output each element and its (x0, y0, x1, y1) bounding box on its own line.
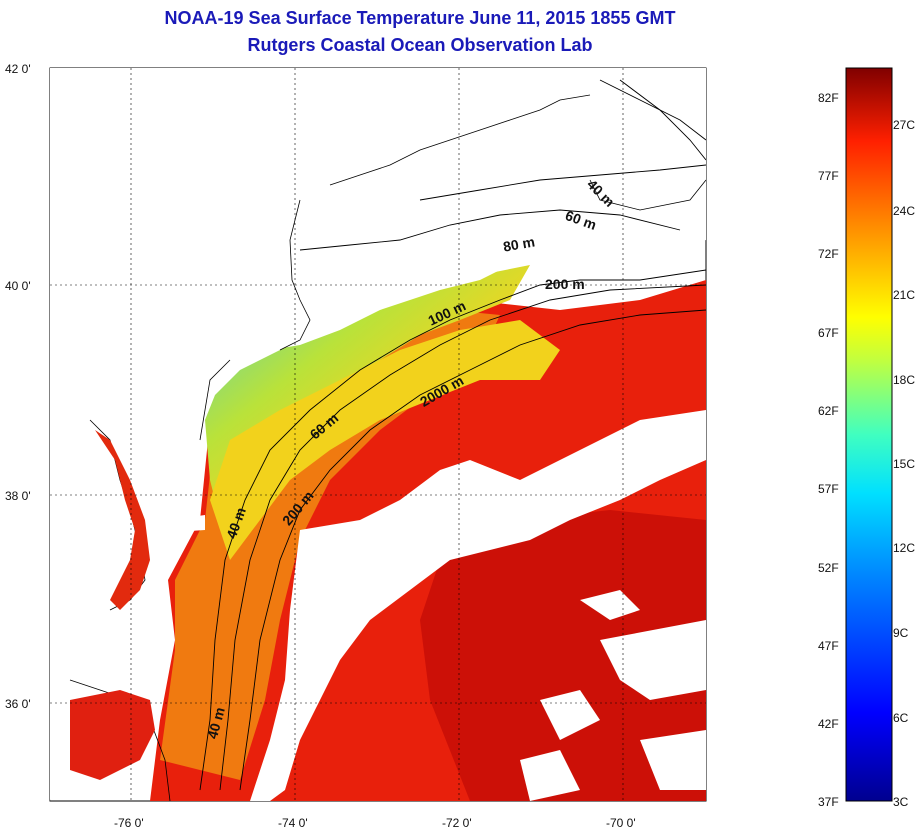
lat-label-38: 38 0' (5, 489, 31, 503)
colorbar-label-f: 72F (818, 247, 839, 261)
colorbar-label-f: 47F (818, 639, 839, 653)
colorbar-label-c: 24C (893, 204, 916, 218)
map-title: NOAA-19 Sea Surface Temperature June 11,… (164, 8, 676, 28)
colorbar-label-f: 77F (818, 169, 839, 183)
cloud-mask (170, 410, 706, 801)
colorbar-label-f: 57F (818, 482, 839, 496)
colorbar (845, 67, 893, 802)
lon-label-74: -74 0' (278, 816, 308, 830)
gulf-stream-core (420, 510, 706, 801)
graticule (50, 68, 706, 801)
lon-label-76: -76 0' (114, 816, 144, 830)
colorbar-label-f: 62F (818, 404, 839, 418)
colorbar-label-f: 67F (818, 326, 839, 340)
shelf-water-yellow (210, 320, 560, 560)
colorbar-label-c: 18C (893, 373, 916, 387)
land-mass (50, 68, 706, 801)
lat-label-36: 36 0' (5, 697, 31, 711)
lon-label-72: -72 0' (442, 816, 472, 830)
colorbar-label-c: 15C (893, 457, 916, 471)
colorbar-label-c: 27C (893, 118, 916, 132)
colorbar-label-c: 21C (893, 288, 916, 302)
colorbar-label-c: 12C (893, 541, 916, 555)
map-subtitle: Rutgers Coastal Ocean Observation Lab (247, 35, 593, 55)
colorbar-label-c: 9C (893, 626, 909, 640)
chesapeake-bay (95, 430, 150, 610)
colorbar-label-f: 37F (818, 795, 839, 809)
lat-label-42: 42 0' (5, 62, 31, 76)
bathymetry-contours (199, 79, 706, 791)
colorbar-label-f: 52F (818, 561, 839, 575)
colorbar-label-f: 42F (818, 717, 839, 731)
colorbar-label-c: 6C (893, 711, 909, 725)
lat-label-40: 40 0' (5, 279, 31, 293)
colorbar-label-c: 3C (893, 795, 909, 809)
contour-label: 200 m (545, 276, 585, 292)
colorbar-label-f: 82F (818, 91, 839, 105)
pamlico-sound (70, 690, 155, 780)
lon-label-70: -70 0' (606, 816, 636, 830)
